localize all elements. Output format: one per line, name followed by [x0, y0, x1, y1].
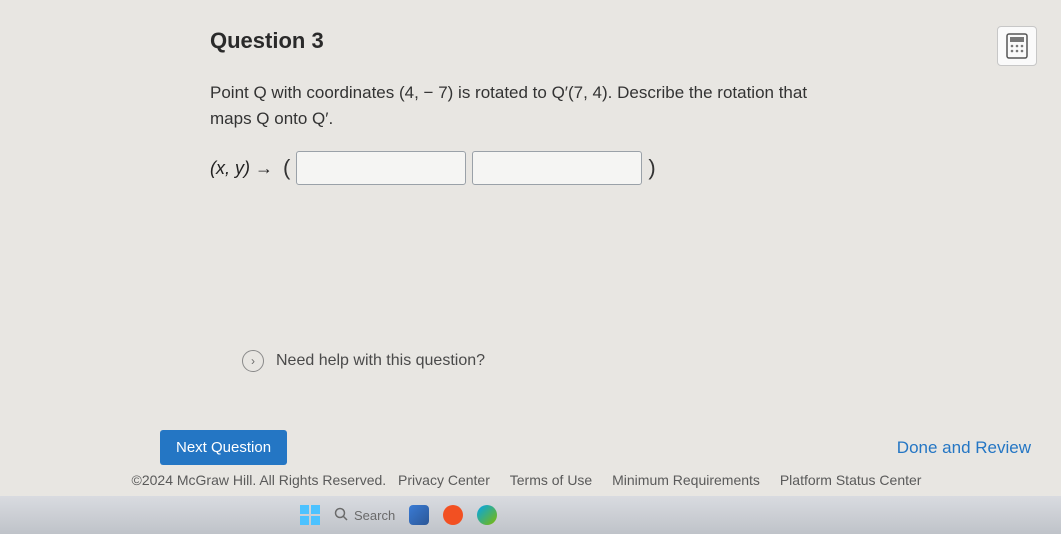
terms-of-use-link[interactable]: Terms of Use [510, 472, 592, 488]
windows-start-button[interactable] [300, 505, 320, 525]
footer: ©2024 McGraw Hill. All Rights Reserved. … [0, 472, 1061, 488]
next-question-button[interactable]: Next Question [160, 430, 287, 465]
privacy-center-link[interactable]: Privacy Center [398, 472, 490, 488]
answer-row: (x, y) → ( ) [210, 151, 1061, 185]
done-and-review-link[interactable]: Done and Review [897, 438, 1031, 458]
taskbar-app-icon-2[interactable] [443, 505, 463, 525]
taskbar-app-icon-3[interactable] [477, 505, 497, 525]
mapping-notation: (x, y) → [210, 158, 273, 179]
minimum-requirements-link[interactable]: Minimum Requirements [612, 472, 760, 488]
question-title: Question 3 [210, 28, 1061, 54]
search-icon [334, 507, 348, 524]
copyright-text: ©2024 McGraw Hill. All Rights Reserved. [132, 472, 387, 488]
need-help-label: Need help with this question? [276, 352, 485, 370]
calculator-button[interactable] [997, 26, 1037, 66]
need-help-link[interactable]: › Need help with this question? [242, 350, 485, 372]
open-paren: ( [283, 155, 290, 181]
platform-status-link[interactable]: Platform Status Center [780, 472, 922, 488]
taskbar-search[interactable]: Search [334, 507, 395, 524]
chevron-right-icon: › [242, 350, 264, 372]
bottom-nav: Next Question Done and Review [0, 430, 1061, 465]
taskbar-app-icon-1[interactable] [409, 505, 429, 525]
question-line-1: Point Q with coordinates (4, − 7) is rot… [210, 83, 807, 102]
answer-input-2[interactable] [472, 151, 642, 185]
calculator-icon [1006, 33, 1028, 59]
question-text: Point Q with coordinates (4, − 7) is rot… [210, 80, 910, 131]
answer-input-1[interactable] [296, 151, 466, 185]
question-line-2: maps Q onto Q′. [210, 109, 333, 128]
close-paren: ) [648, 155, 655, 181]
taskbar-search-label: Search [354, 508, 395, 523]
taskbar: Search [0, 496, 1061, 534]
